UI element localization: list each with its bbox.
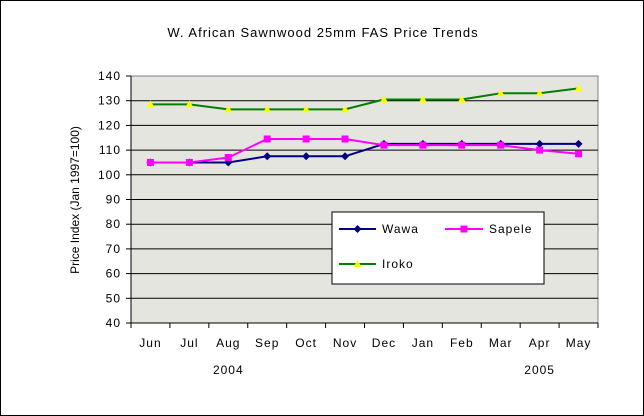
data-point <box>263 135 271 143</box>
y-tick-label: 140 <box>98 69 121 83</box>
x-tick-label: Mar <box>489 336 513 350</box>
data-point <box>341 105 350 113</box>
data-point <box>457 95 466 103</box>
data-point <box>146 100 155 108</box>
legend-label: Sapele <box>489 222 532 236</box>
data-point <box>535 139 544 148</box>
y-tick-labels: 40 50 60 70 80 90 100 110 120 130 140 <box>98 69 121 330</box>
legend-entry-wawa: Wawa <box>339 222 419 236</box>
x-tick-label: Jun <box>139 336 161 350</box>
data-point <box>575 150 583 158</box>
data-point <box>419 141 427 149</box>
y-tick-label: 110 <box>99 143 121 157</box>
data-point <box>302 105 311 113</box>
data-point <box>536 146 544 154</box>
x-tick-label: Dec <box>372 336 396 350</box>
x-tick-label: Feb <box>450 336 474 350</box>
y-tick-label: 100 <box>98 168 121 182</box>
axes <box>126 75 599 328</box>
data-point <box>418 95 427 103</box>
data-point <box>496 89 505 97</box>
x-tick-label: Aug <box>216 336 240 350</box>
legend-label: Wawa <box>382 222 419 236</box>
x-tick-label: Jan <box>412 336 434 350</box>
legend-box <box>331 211 545 285</box>
series-line-sapele <box>150 137 579 164</box>
x-tick-label: Oct <box>295 336 317 350</box>
y-tick-label: 120 <box>98 118 121 132</box>
year-label: 2004 <box>213 363 244 377</box>
year-labels: 2004 2005 <box>213 363 555 377</box>
y-tick-label: 90 <box>106 193 121 207</box>
data-point <box>341 152 350 161</box>
y-tick-label: 60 <box>106 267 121 281</box>
data-point <box>379 95 388 103</box>
series-line-iroko <box>150 87 579 111</box>
x-tick-label: Apr <box>529 336 551 350</box>
data-point <box>224 154 232 162</box>
x-tick-label: Nov <box>333 336 357 350</box>
data-point <box>535 89 544 97</box>
y-axis-label: Price Index (Jan 1997=100) <box>68 126 82 274</box>
data-point <box>263 152 272 161</box>
y-tick-label: 50 <box>106 291 121 305</box>
data-point <box>380 141 388 149</box>
data-point <box>185 158 193 166</box>
data-point <box>574 139 583 148</box>
series-layer <box>146 84 583 167</box>
data-point <box>263 105 272 113</box>
data-point <box>353 260 362 267</box>
y-tick-label: 70 <box>106 242 121 256</box>
data-point <box>302 152 311 161</box>
x-tick-label: Jul <box>180 336 198 350</box>
gridlines <box>131 100 598 299</box>
legend: Wawa Sapele Iroko <box>331 211 545 285</box>
series-iroko <box>146 84 583 113</box>
chart-title: W. African Sawnwood 25mm FAS Price Trend… <box>167 25 478 40</box>
series-line-wawa <box>150 142 579 164</box>
y-tick-label: 130 <box>98 94 121 108</box>
data-point <box>458 141 466 149</box>
year-label: 2005 <box>524 363 555 377</box>
data-point <box>353 225 362 233</box>
data-point <box>185 100 194 108</box>
x-tick-label: Sep <box>255 336 279 350</box>
legend-entry-sapele: Sapele <box>445 222 532 236</box>
data-point <box>497 141 505 149</box>
legend-entry-iroko: Iroko <box>339 257 414 271</box>
y-tick-label: 80 <box>106 217 121 231</box>
series-sapele <box>146 135 583 166</box>
data-point <box>146 158 154 166</box>
data-point <box>341 135 349 143</box>
x-tick-label: May <box>566 336 592 350</box>
data-point <box>460 225 468 233</box>
data-point <box>574 84 583 92</box>
data-point <box>224 105 233 113</box>
data-point <box>302 135 310 143</box>
y-tick-label: 40 <box>106 316 121 330</box>
legend-label: Iroko <box>382 257 414 271</box>
x-tick-labels: Jun Jul Aug Sep Oct Nov Dec Jan Feb Mar Apr May <box>139 336 592 350</box>
